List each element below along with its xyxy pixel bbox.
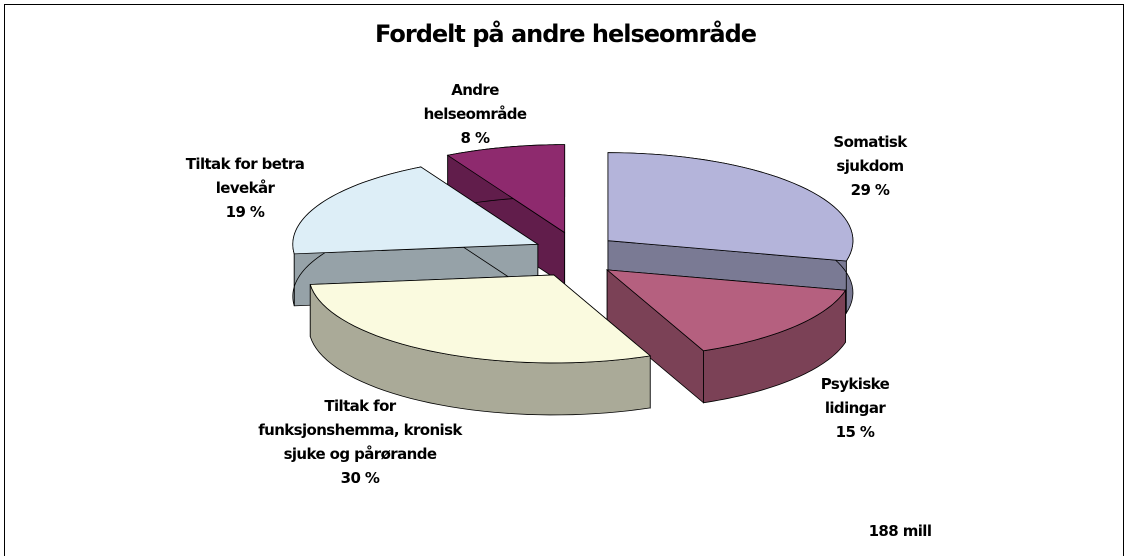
chart-title: Fordelt på andre helseområde: [374, 20, 757, 48]
slice-label: Andre helseområde: [423, 81, 527, 123]
frame: [4, 4, 1124, 556]
value-label: 15 %: [835, 423, 875, 441]
data-label: Tiltak for funksjonshemma, kronisk sjuke…: [255, 394, 465, 490]
slice-top: [292, 166, 540, 255]
data-label: Psykiske lidingar 15 %: [790, 372, 920, 444]
slice-top: [605, 269, 847, 352]
annotation: 188 mill: [868, 522, 932, 540]
slice-top: [607, 152, 854, 262]
slice-label: Tiltak for funksjonshemma, kronisk sjuke…: [258, 397, 462, 463]
data-label: Andre helseområde 8 %: [410, 78, 540, 150]
data-label: Tiltak for betra levekår 19 %: [160, 152, 330, 224]
slice-label: Psykiske lidingar: [820, 375, 890, 417]
value-label: 8 %: [460, 129, 490, 147]
slice: [605, 269, 847, 404]
slice-label: Somatisk sjukdom: [833, 133, 907, 175]
slice: [309, 274, 652, 416]
slice-top: [446, 144, 566, 234]
slice-top: [309, 274, 652, 364]
data-label: Somatisk sjukdom 29 %: [805, 130, 935, 202]
value-label: 29 %: [850, 181, 890, 199]
value-label: 30 %: [340, 469, 380, 487]
value-label: 19 %: [225, 203, 265, 221]
slice-label: Tiltak for betra levekår: [185, 155, 305, 197]
